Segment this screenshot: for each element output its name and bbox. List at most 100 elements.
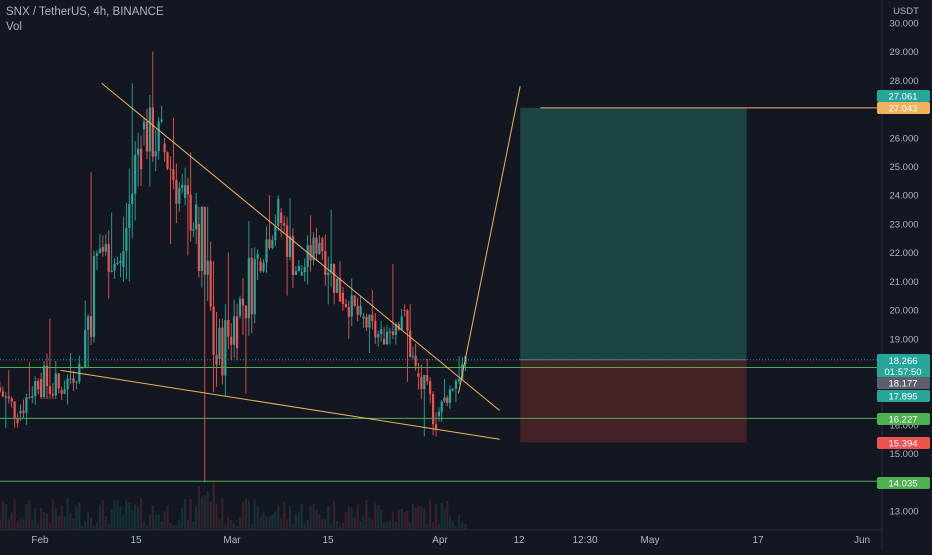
candle-body: [206, 260, 209, 275]
candle-body: [16, 418, 19, 424]
candle-body: [440, 401, 443, 412]
volume-bar: [175, 525, 178, 530]
y-tick-label: 23.000: [889, 219, 918, 230]
volume-bar: [139, 498, 143, 530]
trendline: [457, 86, 521, 394]
candle-body: [157, 121, 160, 152]
candle-body: [19, 410, 22, 414]
x-tick-label: Apr: [432, 535, 448, 546]
candle-body: [288, 236, 292, 257]
price-tag: [877, 102, 930, 114]
volume-bar: [280, 518, 283, 530]
candle-body: [403, 310, 406, 312]
volume-legend[interactable]: Vol: [6, 21, 22, 33]
y-tick-label: 22.000: [889, 248, 918, 259]
candle-body: [119, 260, 122, 264]
y-tick-label: 24.000: [889, 191, 918, 202]
volume-bar: [271, 514, 274, 530]
volume-bar: [122, 514, 125, 530]
trendline: [60, 369, 500, 440]
volume-bar: [409, 522, 412, 530]
candle-body: [338, 278, 342, 302]
price-tag-value: 15.394: [888, 439, 917, 450]
candle-body: [200, 206, 203, 271]
price-tag-value: 14.035: [888, 479, 917, 490]
y-tick-label: 30.000: [889, 18, 918, 29]
candle-body: [148, 107, 151, 152]
candle-body: [137, 148, 140, 156]
volume-bar: [324, 519, 327, 530]
candle-body: [256, 253, 259, 259]
candle-body: [212, 306, 215, 355]
volume-bar: [303, 523, 306, 530]
volume-bar: [400, 509, 403, 530]
candle-body: [423, 374, 426, 390]
candle-body: [426, 374, 429, 382]
x-tick-label: 15: [322, 535, 334, 546]
candle-body: [175, 180, 178, 204]
candle-body: [420, 376, 423, 390]
volume-bar: [268, 516, 271, 530]
x-axis[interactable]: Feb 15 Mar 15 Apr 12 12:30 May 17 Jun: [31, 535, 870, 546]
volume-bar: [233, 523, 236, 530]
volume-bar: [306, 519, 309, 530]
volume-bar: [186, 520, 190, 530]
candle-body: [186, 185, 190, 195]
volume-bar: [37, 523, 40, 530]
y-tick-label: 29.000: [889, 47, 918, 58]
volume-bar: [230, 519, 233, 530]
x-tick-label: 17: [752, 535, 764, 546]
candle-body: [274, 225, 277, 240]
volume-bar: [209, 502, 212, 530]
y-tick-label: 28.000: [889, 76, 918, 87]
volume-layer: [0, 480, 467, 530]
volume-bar: [318, 513, 321, 530]
price-tag: [877, 477, 930, 489]
volume-bar: [66, 498, 69, 530]
volume-bar: [451, 520, 454, 530]
candle-body: [224, 320, 227, 376]
candle-body: [397, 324, 400, 330]
candle-body: [10, 398, 13, 402]
volume-bar: [45, 513, 49, 530]
candle-body: [89, 316, 93, 337]
volume-bar: [98, 504, 101, 530]
volume-bar: [446, 500, 449, 530]
candle-body: [347, 306, 350, 317]
trendline: [101, 82, 500, 411]
volume-bar: [31, 519, 34, 530]
volume-bar: [110, 509, 113, 530]
candle-body: [42, 365, 46, 397]
candle-body: [312, 237, 315, 261]
volume-bar: [368, 517, 371, 530]
candle-body: [13, 401, 16, 419]
volume-bar: [224, 524, 227, 530]
volume-bar: [274, 511, 277, 530]
candle-body: [134, 155, 137, 194]
volume-bar: [51, 498, 54, 530]
volume-bar: [434, 503, 438, 530]
symbol-title[interactable]: SNX / TetherUS, 4h, BINANCE: [6, 6, 164, 18]
candle-body: [417, 373, 420, 377]
volume-bar: [212, 480, 215, 530]
y-tick-label: 19.000: [889, 334, 918, 345]
candle-body: [259, 261, 262, 272]
volume-bar: [256, 506, 259, 530]
volume-bar: [330, 523, 333, 530]
candle-body: [92, 255, 96, 337]
candle-body: [280, 212, 283, 224]
volume-bar: [0, 519, 2, 530]
countdown-label: 01:57:50: [885, 367, 922, 378]
stop-zone: [520, 359, 747, 443]
volume-bar: [40, 507, 43, 530]
volume-bar: [104, 515, 107, 530]
candle-body: [330, 263, 333, 273]
volume-bar: [454, 525, 457, 530]
volume-bar: [28, 500, 31, 530]
candle-body: [434, 424, 438, 430]
candle-body: [154, 151, 157, 157]
candle-body: [113, 263, 116, 271]
